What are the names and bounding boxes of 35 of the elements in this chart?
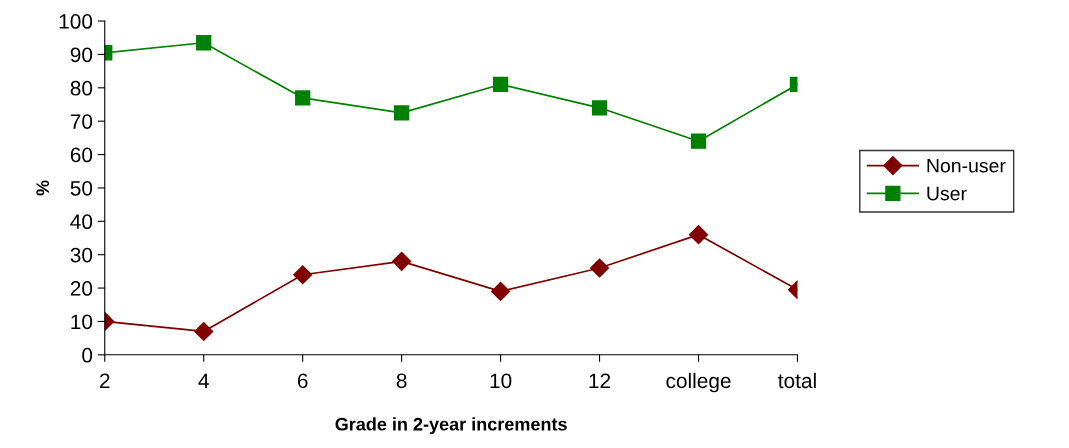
y-tick-label: 30 xyxy=(70,247,93,263)
x-tick-label: college xyxy=(666,372,731,393)
y-axis-title: % xyxy=(36,180,50,196)
point xyxy=(688,225,709,245)
point xyxy=(295,90,311,106)
point xyxy=(590,258,610,278)
y-tick-label: 70 xyxy=(70,114,93,129)
point xyxy=(591,100,608,116)
point xyxy=(690,133,707,149)
point xyxy=(393,105,410,121)
x-tick-label: 10 xyxy=(490,373,512,389)
point xyxy=(293,265,313,285)
point xyxy=(491,281,511,301)
legend-label: Non-user xyxy=(927,158,1006,173)
x-tick-label: 4 xyxy=(198,373,209,388)
x-tick-label: 12 xyxy=(589,373,611,388)
y-tick-label: 20 xyxy=(70,281,93,296)
legend-label: User xyxy=(927,186,967,201)
x-tick-label: 6 xyxy=(297,373,308,389)
y-tick-label: 10 xyxy=(71,314,93,330)
y-tick-label: 50 xyxy=(70,180,93,196)
y-tick-label: 90 xyxy=(70,47,93,63)
x-tick-label: total xyxy=(778,372,816,389)
point xyxy=(194,321,214,341)
y-tick-label: 60 xyxy=(70,147,93,163)
y-tick-label: 100 xyxy=(59,14,93,29)
point xyxy=(492,76,509,93)
x-tick-label: 8 xyxy=(396,373,407,389)
y-tick-label: 0 xyxy=(82,347,93,363)
y-tick-label: 40 xyxy=(70,214,93,230)
point xyxy=(196,35,212,51)
point xyxy=(392,251,412,271)
y-tick-label: 80 xyxy=(70,80,93,96)
x-tick-label: 2 xyxy=(100,373,110,388)
x-axis-title: Grade in 2-year increments xyxy=(335,417,567,435)
